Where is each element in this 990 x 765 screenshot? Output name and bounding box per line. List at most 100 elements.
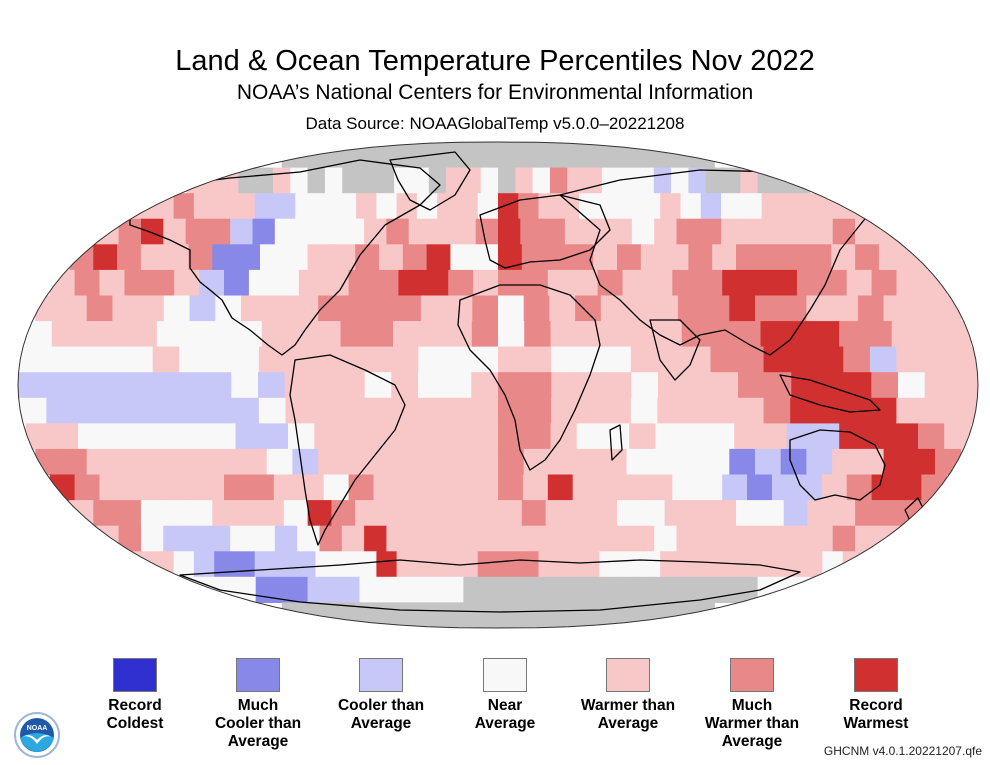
map-border bbox=[17, 141, 979, 629]
grid-cell bbox=[741, 193, 763, 220]
grid-cell bbox=[603, 423, 630, 450]
grid-cell bbox=[664, 244, 689, 271]
grid-cell bbox=[104, 321, 132, 348]
grid-cell bbox=[780, 295, 807, 322]
grid-cell bbox=[606, 602, 619, 628]
grid-cell bbox=[185, 218, 209, 245]
grid-cell bbox=[311, 372, 339, 399]
grid-cell bbox=[518, 551, 540, 578]
grid-cell bbox=[498, 576, 516, 603]
grid-cell bbox=[331, 244, 356, 271]
grid-cell bbox=[49, 269, 76, 297]
grid-cell bbox=[418, 346, 446, 373]
grid-cell bbox=[209, 321, 237, 348]
grid-cell bbox=[570, 142, 583, 169]
grid-cell bbox=[416, 551, 438, 578]
grid-cell bbox=[426, 244, 451, 271]
grid-cell bbox=[408, 525, 432, 552]
grid-cell bbox=[569, 500, 594, 527]
grid-cell bbox=[729, 295, 756, 322]
grid-cell bbox=[359, 576, 378, 603]
grid-cell bbox=[822, 193, 844, 220]
grid-cell bbox=[642, 602, 655, 628]
grid-cell bbox=[462, 142, 475, 169]
grid-cell bbox=[498, 525, 521, 552]
grid-cell bbox=[522, 474, 549, 501]
grid-cell bbox=[124, 474, 150, 501]
grid-cell bbox=[579, 551, 600, 578]
grid-cell bbox=[151, 372, 179, 399]
grid-cell bbox=[921, 269, 947, 297]
grid-cell bbox=[348, 269, 375, 297]
grid-cell bbox=[118, 525, 142, 552]
grid-cell bbox=[379, 500, 404, 527]
grid-cell bbox=[772, 474, 798, 501]
grid-cell bbox=[721, 193, 742, 220]
grid-cell bbox=[86, 295, 113, 322]
grid-cell bbox=[523, 448, 550, 476]
grid-cell bbox=[288, 321, 315, 348]
grid-cell bbox=[99, 397, 127, 424]
grid-cell bbox=[569, 244, 594, 271]
grid-cell bbox=[138, 448, 165, 476]
grid-cell bbox=[426, 500, 451, 527]
grid-cell bbox=[338, 397, 366, 424]
grid-cell bbox=[232, 397, 260, 424]
grid-cell bbox=[273, 167, 291, 194]
grid-cell bbox=[576, 423, 604, 450]
grid-cell bbox=[781, 551, 803, 578]
grid-cell bbox=[474, 602, 487, 628]
grid-cell bbox=[19, 397, 48, 424]
grid-cell bbox=[681, 423, 709, 450]
grid-cell bbox=[275, 551, 296, 578]
grid-cell bbox=[307, 576, 326, 603]
grid-cell bbox=[463, 576, 482, 603]
grid-cell bbox=[204, 372, 232, 399]
grid-cell bbox=[274, 525, 298, 552]
grid-cell bbox=[498, 193, 519, 220]
grid-cell bbox=[657, 346, 685, 373]
grid-cell bbox=[551, 346, 579, 373]
grid-cell bbox=[534, 602, 547, 628]
grid-cell bbox=[185, 525, 209, 552]
grid-cell bbox=[343, 448, 371, 476]
grid-cell bbox=[444, 346, 473, 373]
grid-cell bbox=[796, 474, 823, 501]
grid-cell bbox=[411, 167, 430, 194]
legend-swatch bbox=[606, 658, 650, 692]
grid-cell bbox=[657, 397, 685, 424]
grid-cell bbox=[593, 500, 618, 527]
grid-cell bbox=[174, 474, 200, 501]
grid-cell bbox=[420, 295, 448, 322]
grid-cell bbox=[619, 551, 641, 578]
grid-cell bbox=[783, 244, 809, 271]
grid-cell bbox=[550, 423, 578, 450]
legend-label: Cooler than bbox=[337, 697, 425, 714]
grid-cell bbox=[234, 193, 256, 220]
coastline-path bbox=[649, 319, 701, 381]
grid-cell bbox=[765, 525, 789, 552]
grid-cell bbox=[231, 372, 259, 399]
grid-cell bbox=[394, 167, 412, 194]
grid-cell bbox=[51, 423, 79, 450]
grid-cell bbox=[183, 321, 210, 348]
legend-label: Coldest bbox=[106, 715, 164, 732]
grid-cell bbox=[163, 525, 187, 552]
grid-cell bbox=[365, 602, 379, 628]
grid-cell bbox=[498, 602, 511, 628]
grid-cell bbox=[163, 218, 187, 245]
grid-cell bbox=[396, 193, 418, 220]
grid-cell bbox=[398, 269, 424, 297]
grid-cell bbox=[49, 474, 76, 501]
grid-cell bbox=[524, 397, 552, 424]
grid-cell bbox=[99, 269, 125, 297]
grid-cell bbox=[307, 500, 332, 527]
grid-cell bbox=[522, 142, 535, 169]
grid-cell bbox=[918, 423, 945, 450]
grid-cell bbox=[816, 346, 844, 373]
grid-cell bbox=[832, 218, 856, 245]
grid-cell bbox=[340, 321, 368, 348]
grid-cell bbox=[281, 142, 295, 169]
grid-cell bbox=[340, 423, 368, 450]
grid-cell bbox=[542, 218, 566, 245]
